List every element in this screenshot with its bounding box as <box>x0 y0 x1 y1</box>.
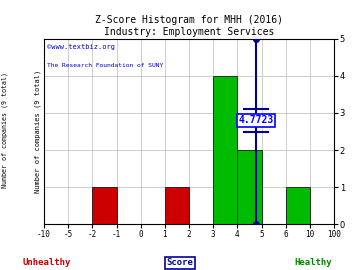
Text: The Research Foundation of SUNY: The Research Foundation of SUNY <box>47 63 163 68</box>
Bar <box>237 150 262 224</box>
Text: Score: Score <box>167 258 193 267</box>
Bar <box>93 187 117 224</box>
Text: ©www.textbiz.org: ©www.textbiz.org <box>47 44 115 50</box>
Y-axis label: Number of companies (9 total): Number of companies (9 total) <box>35 70 41 193</box>
Bar <box>213 76 237 224</box>
Text: Number of companies (9 total): Number of companies (9 total) <box>2 72 8 188</box>
Title: Z-Score Histogram for MHH (2016)
Industry: Employment Services: Z-Score Histogram for MHH (2016) Industr… <box>95 15 283 37</box>
Bar <box>165 187 189 224</box>
Text: Healthy: Healthy <box>294 258 332 267</box>
Text: 4.7723: 4.7723 <box>238 115 274 125</box>
Text: Unhealthy: Unhealthy <box>23 258 71 267</box>
Bar <box>286 187 310 224</box>
